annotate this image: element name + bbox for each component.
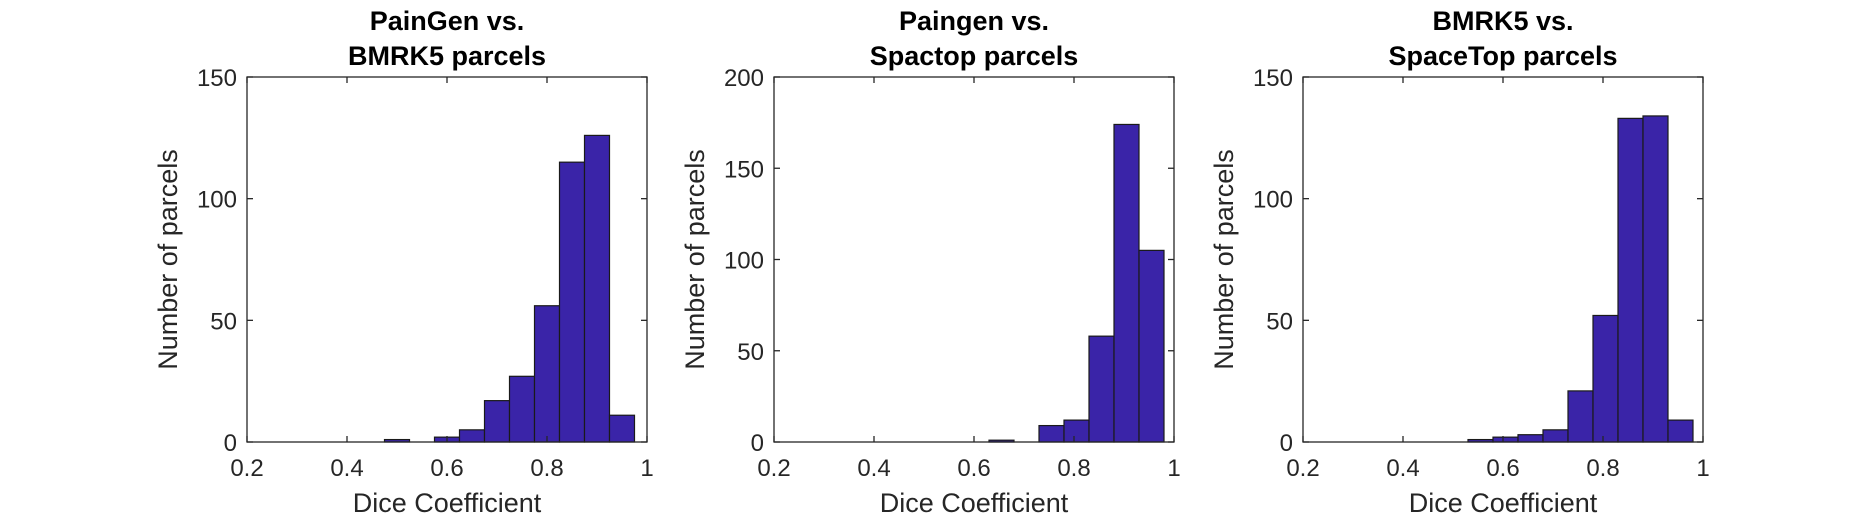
histogram-bar: [558, 161, 586, 443]
histogram-bar: [1617, 117, 1644, 443]
histogram-bar: [533, 305, 561, 443]
chart-title-line: Paingen vs.: [899, 6, 1049, 36]
histogram-bar: [1063, 419, 1090, 443]
histogram-bar: [1567, 390, 1594, 443]
chart-title-line: BMRK5 vs.: [1432, 6, 1573, 36]
y-tick-label: 200: [724, 65, 764, 92]
y-tick-label: 50: [1266, 308, 1293, 335]
chart-title-line: PainGen vs.: [370, 6, 525, 36]
histogram-bar: [1517, 434, 1544, 443]
y-tick-label: 100: [1253, 187, 1293, 214]
y-tick-label: 0: [1280, 430, 1293, 457]
y-tick-label: 150: [197, 65, 237, 92]
y-axis-label: Number of parcels: [1209, 149, 1239, 370]
panel-paingen-vs-bmrk5: 0.2 0.4 0.6 0.8 1 0 50 100 150 PainGen vs. BMRK5 p…: [153, 6, 654, 516]
histogram-bar: [1592, 314, 1619, 443]
y-tick-label: 100: [724, 248, 764, 275]
x-tick-label: 0.6: [957, 455, 990, 482]
histogram-bar: [508, 375, 536, 443]
x-tick-label: 1: [1167, 455, 1180, 482]
histogram-bar: [1492, 436, 1519, 443]
panel-bmrk5-vs-spacetop: 0.2 0.4 0.6 0.8 1 0 50 100 150 BMRK5 vs. SpaceTop …: [1209, 6, 1710, 516]
x-tick-label: 0.6: [430, 455, 463, 482]
x-tick-label: 0.2: [1286, 455, 1319, 482]
x-tick-label: 0.2: [230, 455, 263, 482]
y-tick-label: 150: [1253, 65, 1293, 92]
x-tick-label: 0.8: [1057, 455, 1090, 482]
x-tick-label: 0.4: [330, 455, 363, 482]
y-tick-label: 50: [210, 308, 237, 335]
histogram-bar: [1088, 335, 1115, 443]
histogram-bar: [483, 400, 511, 443]
histogram-bar: [1038, 424, 1065, 443]
x-tick-label: 0.4: [857, 455, 890, 482]
x-axis-label: Dice Coefficient: [353, 488, 542, 516]
y-tick-label: 0: [224, 430, 237, 457]
x-tick-label: 0.8: [530, 455, 563, 482]
x-tick-label: 1: [640, 455, 653, 482]
x-tick-label: 0.8: [1586, 455, 1619, 482]
y-axis-label: Number of parcels: [680, 149, 710, 370]
chart-title-line: SpaceTop parcels: [1388, 41, 1617, 71]
histogram-bar: [1667, 419, 1694, 443]
histogram-bar: [458, 429, 486, 443]
x-tick-label: 0.2: [757, 455, 790, 482]
y-tick-label: 150: [724, 156, 764, 183]
y-tick-label: 100: [197, 187, 237, 214]
histogram-bar: [583, 134, 611, 443]
y-tick-label: 50: [737, 339, 764, 366]
chart-title-line: BMRK5 parcels: [348, 41, 546, 71]
y-axis-label: Number of parcels: [153, 149, 183, 370]
histogram-bar: [1138, 249, 1165, 443]
x-axis-label: Dice Coefficient: [1409, 488, 1598, 516]
x-tick-label: 1: [1696, 455, 1709, 482]
y-tick-label: 0: [751, 430, 764, 457]
x-tick-label: 0.6: [1486, 455, 1519, 482]
chart-title-line: Spactop parcels: [870, 41, 1079, 71]
x-tick-label: 0.4: [1386, 455, 1419, 482]
histogram-bar: [1542, 429, 1569, 443]
histogram-bar: [608, 414, 636, 443]
histogram-bar: [1642, 115, 1669, 443]
histogram-bar: [1113, 123, 1140, 443]
panel-paingen-vs-spactop: 0.2 0.4 0.6 0.8 1 0 50 100 150 200 Paingen vs. Spac…: [680, 6, 1181, 516]
x-axis-label: Dice Coefficient: [880, 488, 1069, 516]
